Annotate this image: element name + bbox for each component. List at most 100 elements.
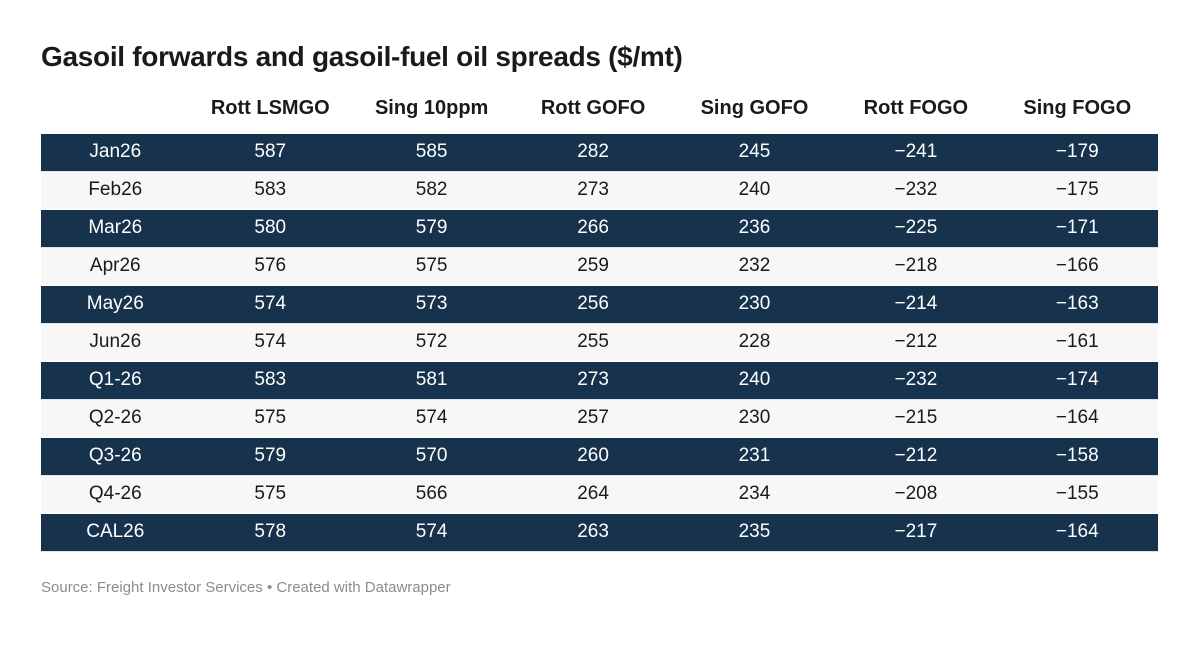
table-cell: 264	[577, 483, 609, 505]
table-cell: 232	[738, 255, 771, 277]
table-cell: 230	[738, 407, 771, 429]
table-row: Q4-26 575 566 264 234 −208 −155	[41, 475, 1158, 514]
table-cell: 259	[577, 255, 609, 277]
table-cell: 579	[254, 445, 287, 467]
header-cell-rott-fogo: Rott FOGO	[835, 85, 997, 134]
table-cell: 583	[254, 179, 287, 201]
table-cell: 273	[577, 369, 609, 391]
table-cell: −155	[1055, 483, 1099, 505]
table-cell: 574	[415, 521, 448, 543]
table-cell: 566	[415, 483, 448, 505]
table-cell: 230	[738, 293, 771, 315]
table-cell: 574	[415, 407, 448, 429]
row-label: Q4-26	[88, 483, 142, 505]
table-cell: 236	[738, 217, 771, 239]
table-cell: 231	[738, 445, 771, 467]
row-label: Apr26	[89, 255, 141, 277]
table-row: Q1-26 583 581 273 240 −232 −174	[41, 361, 1158, 400]
row-label: May26	[86, 293, 144, 315]
table-cell: 234	[738, 483, 771, 505]
header-cell-rott-lsmgo: Rott LSMGO	[189, 85, 351, 134]
table-cell: 574	[254, 331, 287, 353]
table-cell: −232	[894, 179, 938, 201]
table-row: Mar26 580 579 266 236 −225 −171	[41, 209, 1158, 248]
table-cell: 574	[254, 293, 287, 315]
table-row: CAL26 578 574 263 235 −217 −164	[41, 513, 1158, 552]
header-row: Rott LSMGO Sing 10ppm Rott GOFO Sing GOF…	[41, 85, 1158, 134]
table-cell: 235	[738, 521, 771, 543]
table-body: Jan26 587 585 282 245 −241 −179 Feb26 583 582 2…	[41, 133, 1158, 552]
table-cell: −175	[1055, 179, 1099, 201]
table-cell: −179	[1055, 141, 1099, 163]
table-cell: −174	[1055, 369, 1099, 391]
table-cell: −217	[894, 521, 938, 543]
row-label: Jun26	[89, 331, 142, 353]
header-cell-sing-fogo: Sing FOGO	[996, 85, 1158, 134]
table-cell: −166	[1055, 255, 1099, 277]
table-cell: −218	[894, 255, 938, 277]
table-cell: −241	[894, 141, 938, 163]
table-cell: −164	[1055, 521, 1099, 543]
table-cell: 572	[415, 331, 448, 353]
table-cell: 580	[254, 217, 287, 239]
table-cell: −214	[894, 293, 938, 315]
table-cell: 583	[254, 369, 287, 391]
table-cell: 585	[415, 141, 448, 163]
table-row: May26 574 573 256 230 −214 −163	[41, 285, 1158, 324]
table-cell: 240	[738, 179, 771, 201]
table-header: Rott LSMGO Sing 10ppm Rott GOFO Sing GOF…	[41, 85, 1158, 134]
datawrapper-link[interactable]: Created with Datawrapper	[276, 578, 451, 596]
header-cell-blank	[41, 85, 190, 134]
table-cell: 273	[577, 179, 609, 201]
table-cell: 575	[254, 483, 287, 505]
table-row: Feb26 583 582 273 240 −232 −175	[41, 171, 1158, 210]
table-cell: 576	[254, 255, 287, 277]
table-cell: 228	[738, 331, 771, 353]
table-cell: 256	[577, 293, 609, 315]
header-cell-rott-gofo: Rott GOFO	[512, 85, 674, 134]
table-cell: 266	[577, 217, 609, 239]
table-row: Apr26 576 575 259 232 −218 −166	[41, 247, 1158, 286]
table-cell: −171	[1055, 217, 1099, 239]
header-cell-sing-gofo: Sing GOFO	[673, 85, 836, 134]
table-cell: 263	[577, 521, 609, 543]
table-cell: 240	[738, 369, 771, 391]
page-title: Gasoil forwards and gasoil-fuel oil spre…	[41, 41, 683, 72]
row-label: Jan26	[89, 141, 142, 163]
table-cell: 582	[415, 179, 448, 201]
table-cell: 255	[577, 331, 609, 353]
source-link[interactable]: Freight Investor Services	[96, 578, 263, 596]
table-row: Q3-26 579 570 260 231 −212 −158	[41, 437, 1158, 476]
table-cell: 570	[415, 445, 448, 467]
table-cell: 581	[415, 369, 448, 391]
table-cell: 573	[415, 293, 448, 315]
source-label: Source:	[41, 578, 93, 596]
data-table: Rott LSMGO Sing 10ppm Rott GOFO Sing GOF…	[41, 85, 1158, 552]
table-cell: −158	[1055, 445, 1099, 467]
table-cell: −163	[1055, 293, 1099, 315]
table-cell: 579	[415, 217, 448, 239]
header-cell-sing-10ppm: Sing 10ppm	[350, 85, 513, 134]
table-cell: −161	[1055, 331, 1099, 353]
table-row: Jun26 574 572 255 228 −212 −161	[41, 323, 1158, 362]
table-cell: 257	[577, 407, 609, 429]
row-label: Mar26	[88, 217, 143, 239]
row-label: Q2-26	[88, 407, 142, 429]
table-row: Q2-26 575 574 257 230 −215 −164	[41, 399, 1158, 438]
table-row: Jan26 587 585 282 245 −241 −179	[41, 133, 1158, 172]
table-cell: 587	[254, 141, 287, 163]
table-cell: −215	[894, 407, 938, 429]
table-cell: −225	[894, 217, 938, 239]
table-cell: 575	[254, 407, 287, 429]
table-cell: 282	[577, 141, 609, 163]
table-cell: −232	[894, 369, 938, 391]
table-cell: −164	[1055, 407, 1099, 429]
table-cell: −212	[894, 331, 938, 353]
table-cell: 260	[577, 445, 609, 467]
table-cell: 575	[415, 255, 448, 277]
table-cell: −208	[894, 483, 938, 505]
footer: Source: Freight Investor Services • Crea…	[41, 579, 1158, 596]
row-label: Feb26	[88, 179, 143, 201]
row-label: Q3-26	[88, 445, 142, 467]
